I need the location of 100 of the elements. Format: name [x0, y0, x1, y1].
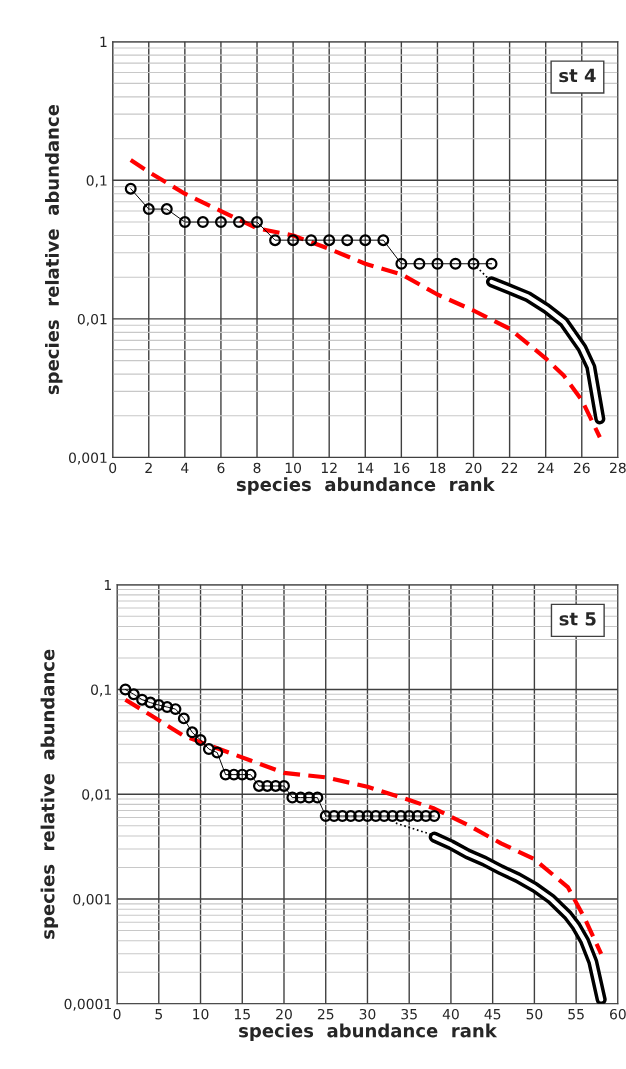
x-tick-label: 6: [217, 462, 225, 474]
point: [449, 257, 462, 270]
y-tick-label: 1: [104, 579, 111, 591]
point: [261, 780, 274, 792]
point: [419, 810, 432, 822]
point: [119, 683, 132, 696]
point: [286, 791, 299, 804]
point: [403, 810, 416, 822]
point: [227, 768, 240, 781]
point: [152, 699, 165, 712]
x-tick-label: 2: [145, 462, 152, 473]
y-axis-title: species relative abundance: [45, 104, 63, 395]
point: [319, 810, 332, 822]
point: [211, 746, 224, 759]
x-tick-label: 30: [359, 1008, 376, 1020]
point: [305, 234, 318, 247]
x-tick-label: 40: [442, 1008, 459, 1020]
x-tick-label: 24: [537, 462, 554, 473]
x-tick-label: 60: [610, 1008, 626, 1020]
y-tick-label: 1: [100, 36, 107, 47]
point: [353, 810, 366, 822]
point: [186, 726, 199, 739]
point: [287, 234, 300, 247]
point: [377, 234, 390, 247]
x-tick-label: 55: [568, 1009, 584, 1020]
point: [269, 780, 282, 792]
point: [394, 810, 407, 822]
point: [194, 733, 207, 746]
point: [428, 810, 441, 822]
x-tick-label: 8: [253, 462, 261, 474]
y-tick-label: 0,01: [77, 313, 107, 326]
point: [413, 257, 426, 270]
x-tick-label: 26: [573, 462, 590, 474]
point: [236, 768, 249, 781]
point: [485, 257, 498, 270]
point: [311, 791, 324, 804]
point: [467, 257, 480, 270]
x-tick-label: 20: [465, 462, 482, 474]
x-tick-label: 50: [526, 1008, 543, 1020]
point: [378, 810, 391, 822]
x-tick-label: 22: [501, 462, 518, 473]
y-tick-label: 0,01: [82, 789, 111, 802]
point: [214, 216, 227, 228]
point: [160, 203, 173, 216]
x-tick-label: 0: [109, 462, 117, 474]
point: [303, 791, 316, 804]
point: [341, 234, 354, 247]
y-tick-label: 0,001: [73, 894, 111, 906]
point: [144, 696, 157, 709]
point: [219, 768, 232, 781]
point: [244, 768, 257, 781]
point: [252, 780, 265, 792]
point: [369, 810, 382, 822]
point: [294, 791, 307, 804]
y-tick-label: 0,001: [68, 452, 107, 465]
point: [178, 216, 191, 228]
x-tick-label: 28: [610, 462, 626, 474]
point: [323, 234, 336, 247]
x-tick-label: 35: [401, 1008, 417, 1020]
x-tick-label: 0: [113, 1008, 121, 1020]
x-tick-label: 4: [181, 462, 189, 473]
y-tick-label: 0,0001: [64, 998, 111, 1011]
x-tick-label: 15: [234, 1009, 250, 1020]
point: [386, 810, 399, 822]
x-tick-label: 10: [193, 1008, 209, 1020]
x-axis-title: species abundance rank: [239, 1023, 498, 1041]
point: [361, 810, 374, 822]
x-tick-label: 10: [285, 462, 302, 474]
x-tick-label: 5: [155, 1009, 162, 1020]
x-tick-label: 12: [321, 462, 337, 473]
point: [344, 810, 357, 822]
point: [196, 216, 209, 228]
point: [202, 743, 215, 756]
x-axis-title: species abundance rank: [236, 477, 495, 495]
annotation: st 4: [559, 68, 596, 83]
line-series: [128, 157, 602, 440]
x-tick-label: 16: [394, 462, 410, 474]
y-tick-label: 0,1: [91, 684, 111, 697]
point: [336, 810, 349, 822]
x-tick-label: 20: [276, 1008, 292, 1020]
annotation: st 5: [559, 612, 596, 626]
y-axis-title: species relative abundance: [40, 649, 59, 939]
point: [395, 257, 408, 270]
x-tick-label: 45: [484, 1009, 501, 1020]
point: [124, 182, 137, 195]
point: [411, 810, 424, 822]
line-series: [123, 697, 604, 956]
point: [431, 257, 444, 270]
point: [359, 234, 372, 247]
point: [136, 693, 149, 706]
x-tick-label: 25: [317, 1008, 334, 1020]
point: [269, 234, 282, 247]
point: [142, 203, 155, 216]
point: [278, 780, 290, 792]
point: [177, 712, 190, 725]
x-tick-label: 18: [430, 462, 446, 474]
point: [169, 703, 182, 716]
point: [328, 810, 341, 822]
point: [233, 216, 245, 228]
point: [127, 688, 140, 701]
